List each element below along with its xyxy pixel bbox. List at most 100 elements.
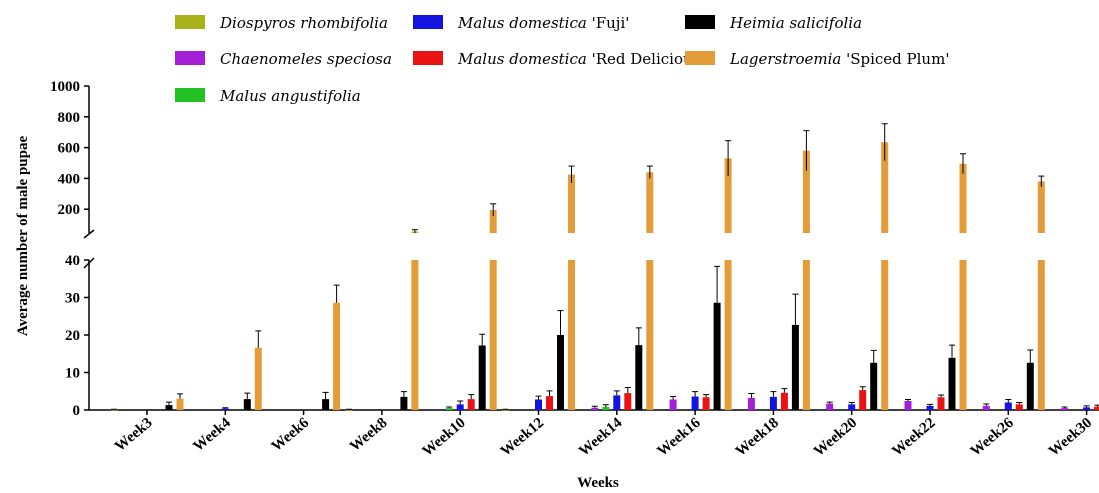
y-tick-label: 40 (65, 253, 80, 269)
y-tick-label: 600 (58, 141, 81, 157)
bar-upper-segment (881, 142, 889, 233)
x-tick-label: Week8 (347, 415, 390, 455)
x-axis-title: Weeks (577, 475, 619, 491)
x-tick-label: Week20 (811, 415, 860, 460)
bar-upper-segment (1037, 181, 1045, 233)
legend-swatch (175, 88, 205, 102)
bar (691, 396, 699, 410)
bar-upper-segment (646, 172, 654, 233)
axis-break-mark-lower (83, 257, 95, 269)
bar (859, 390, 867, 410)
x-tick-label: Week22 (889, 415, 938, 460)
bar (546, 396, 553, 410)
bar (791, 324, 799, 410)
bar-lower-segment (959, 260, 967, 410)
bar (769, 396, 777, 410)
bar (1015, 404, 1023, 410)
bar (254, 347, 262, 410)
bar (322, 399, 330, 410)
bar (624, 393, 632, 410)
x-tick-label: Week16 (654, 414, 704, 459)
bars (110, 123, 1099, 411)
x-tick-label: Week14 (576, 414, 626, 459)
bar (1004, 402, 1012, 410)
y-tick-label: 400 (58, 171, 81, 187)
bar (780, 392, 788, 410)
bar (870, 362, 878, 410)
x-tick-label: Week18 (733, 415, 782, 460)
bar-upper-segment (959, 163, 967, 233)
bar-lower-segment (1037, 260, 1045, 410)
bar-upper-segment (724, 158, 732, 233)
legend-label: Chaenomeles speciosa (220, 50, 392, 68)
bar-lower-segment (724, 260, 732, 410)
y-tick-label: 800 (58, 110, 81, 126)
y-axis-title: Average number of male pupae (15, 136, 31, 337)
bar-lower-segment (881, 260, 889, 410)
legend-label: Malus domestica 'Fuji' (457, 14, 629, 32)
bar (591, 407, 599, 410)
bar (535, 399, 542, 410)
bar (1061, 408, 1069, 410)
bar (826, 403, 834, 410)
bar (478, 345, 486, 410)
bar (669, 399, 677, 410)
bar (747, 398, 755, 410)
bar (221, 408, 229, 410)
bar-lower-segment (646, 260, 654, 410)
bar (937, 397, 945, 410)
bar (1083, 407, 1091, 410)
bar (333, 302, 341, 410)
legend-swatch (413, 51, 443, 65)
bar-upper-segment (568, 174, 575, 233)
bar (948, 357, 956, 410)
bar (1026, 362, 1034, 410)
x-tick-label: Week6 (269, 414, 313, 454)
bar (557, 335, 564, 410)
y-tick-label: 20 (65, 328, 80, 344)
axis-break-mark-upper (83, 229, 95, 239)
legend-label: Malus domestica 'Red Delicious' (457, 50, 704, 68)
bar (635, 345, 643, 410)
y-tick-label: 0 (73, 403, 81, 419)
x-tick-label: Week4 (190, 414, 234, 454)
legend-label: Diospyros rhombifolia (219, 14, 388, 32)
bar (713, 302, 721, 410)
bar-upper-segment (802, 150, 810, 233)
bar (445, 408, 453, 410)
legend-swatch (413, 15, 443, 29)
bar (848, 404, 856, 410)
x-tick-label: Week26 (968, 414, 1018, 459)
bar (926, 405, 934, 410)
bar (613, 395, 621, 410)
y-tick-label: 30 (65, 291, 80, 307)
bar (502, 409, 509, 411)
legend: Diospyros rhombifolia Chaenomeles specios… (175, 14, 949, 105)
bar (904, 401, 912, 410)
bar (602, 407, 610, 410)
x-tick-label: Week3 (112, 415, 155, 455)
bar (982, 405, 990, 410)
bar (456, 404, 464, 410)
legend-swatch (685, 51, 715, 65)
bar (467, 399, 475, 410)
legend-label: Malus angustifolia (219, 87, 361, 105)
bar-lower-segment (568, 260, 575, 410)
bar (243, 399, 251, 410)
legend-swatch (175, 15, 205, 29)
x-tick-label: Week30 (1046, 415, 1095, 460)
legend-label: Lagerstroemia 'Spiced Plum' (729, 50, 949, 68)
y-tick-label: 10 (65, 366, 80, 382)
bar-lower-segment (489, 260, 497, 410)
x-tick-label: Week12 (498, 415, 547, 460)
bar (345, 409, 353, 411)
y-tick-label: 200 (58, 202, 81, 218)
bar-upper-segment (489, 209, 497, 233)
legend-label: Heimia salicifolia (729, 14, 862, 32)
bar (176, 398, 184, 410)
bar (110, 409, 118, 411)
bar-lower-segment (411, 260, 419, 410)
y-tick-label: 1000 (50, 79, 80, 95)
bar (400, 396, 408, 410)
